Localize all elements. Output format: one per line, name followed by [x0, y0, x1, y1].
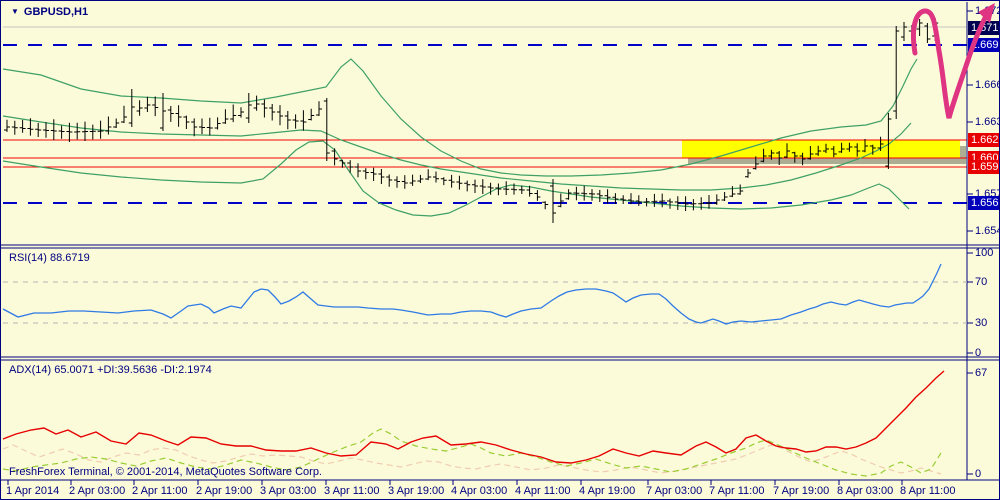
price-tag: 1.6568 — [968, 196, 999, 210]
rsi-scale-label: 0 — [975, 347, 982, 359]
time-axis-label: 7 Apr 19:00 — [773, 485, 830, 497]
price-tag: 1.6710 — [968, 21, 999, 35]
price-axis-label: 1.6725 — [975, 5, 999, 17]
support-zone-rect[interactable] — [682, 140, 960, 158]
time-axis-label: 1 Apr 2014 — [6, 485, 60, 497]
price-axis-label: 1.6635 — [975, 116, 999, 128]
symbol-dropdown[interactable]: ▼ GBPUSD,H1 — [11, 6, 88, 18]
price-tag: 1.6693 — [968, 38, 999, 52]
bollinger-upper-line — [2, 58, 918, 177]
price-tag: 1.6599 — [968, 160, 999, 174]
symbol-timeframe-label: GBPUSD,H1 — [23, 6, 89, 18]
adx-scale-label: 0 — [975, 468, 982, 480]
di-plus-line — [2, 428, 942, 477]
time-axis-label: 8 Apr 03:00 — [837, 485, 894, 497]
rsi-line — [2, 263, 942, 325]
rsi-scale-label: 100 — [975, 247, 994, 259]
price-axis-label: 1.6665 — [975, 79, 999, 91]
adx-line — [2, 370, 945, 464]
rsi-scale-label: 70 — [975, 276, 988, 288]
copyright-footer: FreshForex Terminal, © 2001-2014, MetaQu… — [9, 466, 322, 478]
time-axis-label: 3 Apr 19:00 — [388, 485, 445, 497]
time-axis-label: 2 Apr 11:00 — [132, 485, 188, 497]
time-axis-label: 8 Apr 11:00 — [900, 485, 956, 497]
time-axis-label: 4 Apr 03:00 — [451, 485, 508, 497]
price-axis-label: 1.6545 — [975, 225, 999, 237]
time-axis-label: 2 Apr 03:00 — [69, 485, 126, 497]
time-axis-label: 4 Apr 11:00 — [515, 485, 571, 497]
time-axis-label: 7 Apr 03:00 — [646, 485, 703, 497]
time-axis-label: 2 Apr 19:00 — [196, 485, 253, 497]
bollinger-middle-line — [2, 115, 912, 191]
price-bars-series — [4, 18, 939, 223]
rsi-indicator-label: RSI(14) 88.6719 — [9, 252, 90, 264]
time-axis-label: 4 Apr 19:00 — [579, 485, 636, 497]
time-axis-label: 7 Apr 11:00 — [709, 485, 765, 497]
dropdown-arrow-icon: ▼ — [11, 7, 19, 16]
time-axis-label: 3 Apr 03:00 — [260, 485, 317, 497]
bollinger-lower-line — [2, 140, 910, 217]
adx-indicator-label: ADX(14) 65.0071 +DI:39.5636 -DI:2.1974 — [9, 364, 212, 376]
rsi-scale-label: 30 — [975, 317, 988, 329]
adx-scale-label: 67 — [975, 367, 988, 379]
time-axis-label: 3 Apr 11:00 — [324, 485, 380, 497]
